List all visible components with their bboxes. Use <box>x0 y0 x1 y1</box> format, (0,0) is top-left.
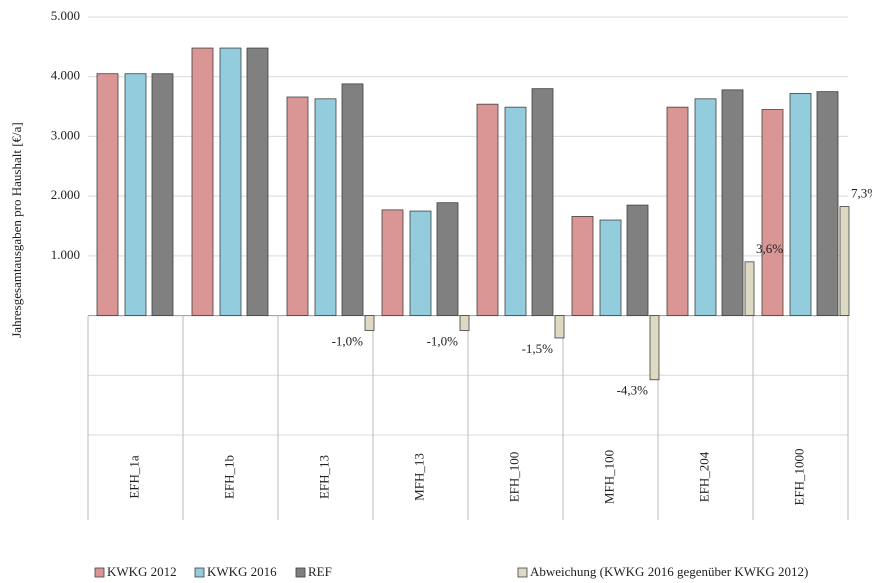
x-tick-label: MFH_100 <box>601 450 616 504</box>
bar <box>531 88 554 316</box>
y-axis-label: Jahresgesamtausgaben pro Haushalt [€/a] <box>9 122 24 338</box>
bar <box>96 73 119 316</box>
legend-label: Abweichung (KWKG 2016 gegenüber KWKG 201… <box>530 564 808 579</box>
bar <box>476 103 499 316</box>
y-tick-label: 2.000 <box>51 187 80 202</box>
bar <box>571 216 594 316</box>
data-label: 3,6% <box>756 241 783 256</box>
x-tick-label: EFH_1000 <box>791 448 806 505</box>
bar <box>839 206 850 316</box>
x-tick-label: EFH_1b <box>221 455 236 499</box>
x-tick-label: EFH_13 <box>316 455 331 499</box>
bar <box>436 202 459 316</box>
x-tick-label: EFH_1a <box>126 455 141 499</box>
x-tick-label: EFH_100 <box>506 452 521 503</box>
bar <box>341 83 364 316</box>
bar <box>666 106 689 316</box>
data-label: -4,3% <box>617 383 649 398</box>
legend-label: KWKG 2012 <box>107 564 177 579</box>
bar <box>246 47 269 316</box>
data-label: -1,0% <box>427 333 459 348</box>
bar <box>761 109 784 316</box>
legend-swatch <box>194 567 205 578</box>
legend-label: KWKG 2016 <box>207 564 277 579</box>
legend-swatch <box>94 567 105 578</box>
bar <box>599 219 622 316</box>
bar <box>459 315 470 331</box>
y-tick-label: 1.000 <box>51 247 80 262</box>
x-tick-label: EFH_204 <box>696 451 711 502</box>
bar <box>314 98 337 316</box>
legend-swatch <box>295 567 306 578</box>
data-label: 7,3% <box>851 186 872 201</box>
data-label: -1,0% <box>332 333 364 348</box>
bar <box>364 315 375 331</box>
bar <box>554 315 565 339</box>
legend-swatch <box>517 567 528 578</box>
bar <box>191 47 214 316</box>
bar <box>219 47 242 316</box>
x-tick-label: MFH_13 <box>411 453 426 501</box>
bar <box>789 93 812 316</box>
bar <box>124 73 147 316</box>
bar <box>151 73 174 316</box>
legend-label: REF <box>308 564 332 579</box>
bar <box>694 98 717 316</box>
bar <box>649 315 660 381</box>
y-tick-label: 5.000 <box>51 8 80 23</box>
bar <box>721 89 744 316</box>
bar <box>816 91 839 316</box>
bar <box>744 261 755 316</box>
bar <box>504 106 527 316</box>
y-tick-label: 4.000 <box>51 68 80 83</box>
bar <box>381 209 404 316</box>
bar <box>409 210 432 316</box>
bar <box>286 96 309 316</box>
bar <box>626 204 649 316</box>
y-tick-label: 3.000 <box>51 127 80 142</box>
data-label: -1,5% <box>522 341 554 356</box>
